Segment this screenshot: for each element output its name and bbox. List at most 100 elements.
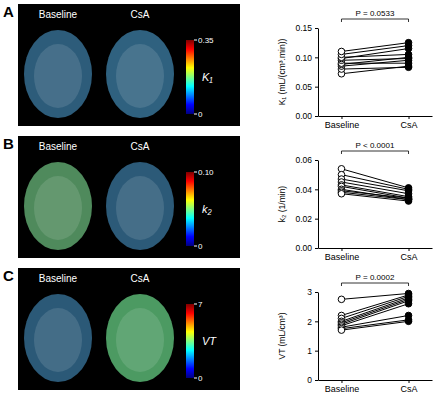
- data-point: [338, 48, 345, 55]
- y-tick: 0: [307, 375, 318, 385]
- y-tick: 1: [307, 346, 318, 356]
- colorbar: [186, 40, 194, 114]
- image-label: CsA: [131, 9, 150, 20]
- marks: [338, 290, 412, 333]
- colorbar-tick-label: 0.35: [198, 36, 214, 45]
- data-point: [405, 198, 412, 205]
- image-label: CsA: [131, 273, 150, 284]
- x-tick: CsA: [401, 116, 418, 130]
- y-tick-label: 3: [307, 287, 312, 297]
- pair-line: [341, 67, 408, 69]
- image-label: Baseline: [39, 9, 78, 20]
- x-tick: CsA: [401, 380, 418, 394]
- x-tick-mark: [409, 380, 410, 383]
- data-point: [405, 39, 412, 46]
- y-axis-line: [318, 29, 319, 117]
- colorbar-tick: [194, 114, 197, 115]
- y-tick: 0.05: [295, 82, 318, 92]
- p-value: P = 0.0002: [356, 273, 395, 282]
- brain-image-inner: [116, 176, 164, 240]
- y-tick-mark: [315, 57, 318, 58]
- p-value: P = 0.0533: [356, 9, 395, 18]
- x-tick: CsA: [401, 248, 418, 262]
- y-axis-line: [318, 161, 319, 249]
- colorbar-tick-label: 0: [198, 110, 203, 119]
- significance-bracket: [341, 283, 408, 286]
- x-tick: Baseline: [325, 116, 360, 130]
- y-axis: 0 1 2 3: [307, 287, 318, 385]
- image-label: Baseline: [39, 273, 78, 284]
- figure: ABaselineCsA00.35K₁0.000.050.100.15Basel…: [0, 0, 440, 397]
- data-point: [405, 300, 412, 307]
- x-axis-line: [319, 248, 433, 249]
- pair-line: [341, 66, 408, 74]
- y-tick: 0.15: [295, 23, 318, 33]
- colorbar-tick-label: 0: [198, 374, 203, 383]
- colorbar-tick-label: 7: [198, 300, 203, 309]
- brain-image: [24, 162, 92, 250]
- panel: BBaselineCsA00.10k₂0.000.020.040.06Basel…: [3, 135, 433, 262]
- y-tick-mark: [315, 189, 318, 190]
- y-tick: 0.00: [295, 243, 318, 253]
- panel-letter: B: [3, 135, 14, 152]
- x-tick-label: CsA: [401, 252, 418, 262]
- y-tick: 3: [307, 287, 318, 297]
- p-value: P < 0.0001: [356, 141, 395, 150]
- x-axis-line: [319, 116, 433, 117]
- pair-line: [341, 179, 408, 191]
- y-tick-label: 0.10: [295, 53, 312, 63]
- x-tick-label: CsA: [401, 120, 418, 130]
- x-tick-label: Baseline: [325, 120, 360, 130]
- x-axis: Baseline CsA: [319, 116, 433, 130]
- y-tick-mark: [315, 116, 318, 117]
- x-tick: Baseline: [325, 248, 360, 262]
- significance-bracket: [341, 19, 408, 22]
- brain-image-inner: [116, 44, 164, 108]
- data-point: [338, 296, 345, 303]
- data-point: [405, 51, 412, 58]
- colorbar-label: VT: [202, 335, 217, 347]
- panel: ABaselineCsA00.35K₁0.000.050.100.15Basel…: [3, 3, 433, 130]
- pair-line: [341, 299, 408, 322]
- image-background: [18, 4, 240, 126]
- colorbar-tick-label: 0.10: [198, 168, 214, 177]
- colorbar-tick-label: 0: [198, 242, 203, 251]
- x-tick-mark: [341, 248, 342, 251]
- x-tick-label: CsA: [401, 384, 418, 394]
- y-tick-mark: [315, 28, 318, 29]
- y-tick-mark: [315, 160, 318, 161]
- y-tick-label: 0.02: [295, 214, 312, 224]
- pair-line: [341, 320, 408, 329]
- brain-image: [106, 294, 174, 382]
- y-tick: 0.04: [295, 185, 318, 195]
- y-tick: 2: [307, 317, 318, 327]
- panel: CBaselineCsA07VT0123BaselineCsAVT (mL/cm…: [3, 267, 433, 394]
- pair-line: [341, 59, 408, 61]
- y-axis-title: K₁ (mL/(cm³.min)): [277, 39, 287, 106]
- y-tick: 0.02: [295, 214, 318, 224]
- image-background: [18, 136, 240, 258]
- pair-line: [341, 194, 408, 201]
- colorbar-tick: [194, 378, 197, 379]
- image-label: Baseline: [39, 141, 78, 152]
- y-tick-label: 2: [307, 317, 312, 327]
- colorbar-tick: [194, 246, 197, 247]
- x-tick-mark: [409, 116, 410, 119]
- x-axis-line: [319, 380, 433, 381]
- x-tick-label: Baseline: [325, 252, 360, 262]
- y-tick-mark: [315, 248, 318, 249]
- brain-image-inner: [34, 308, 82, 372]
- x-axis: Baseline CsA: [319, 248, 433, 262]
- marks: [338, 166, 412, 205]
- brain-image-inner: [34, 176, 82, 240]
- y-tick: 0.06: [295, 155, 318, 165]
- y-tick-mark: [315, 351, 318, 352]
- y-tick-mark: [315, 380, 318, 381]
- pair-line: [341, 321, 408, 330]
- image-label: CsA: [131, 141, 150, 152]
- y-tick-label: 0: [307, 375, 312, 385]
- y-tick: 0.10: [295, 53, 318, 63]
- pair-line: [341, 63, 408, 64]
- y-tick-label: 0.05: [295, 82, 312, 92]
- y-axis-title: k₂ (1/min): [277, 186, 287, 223]
